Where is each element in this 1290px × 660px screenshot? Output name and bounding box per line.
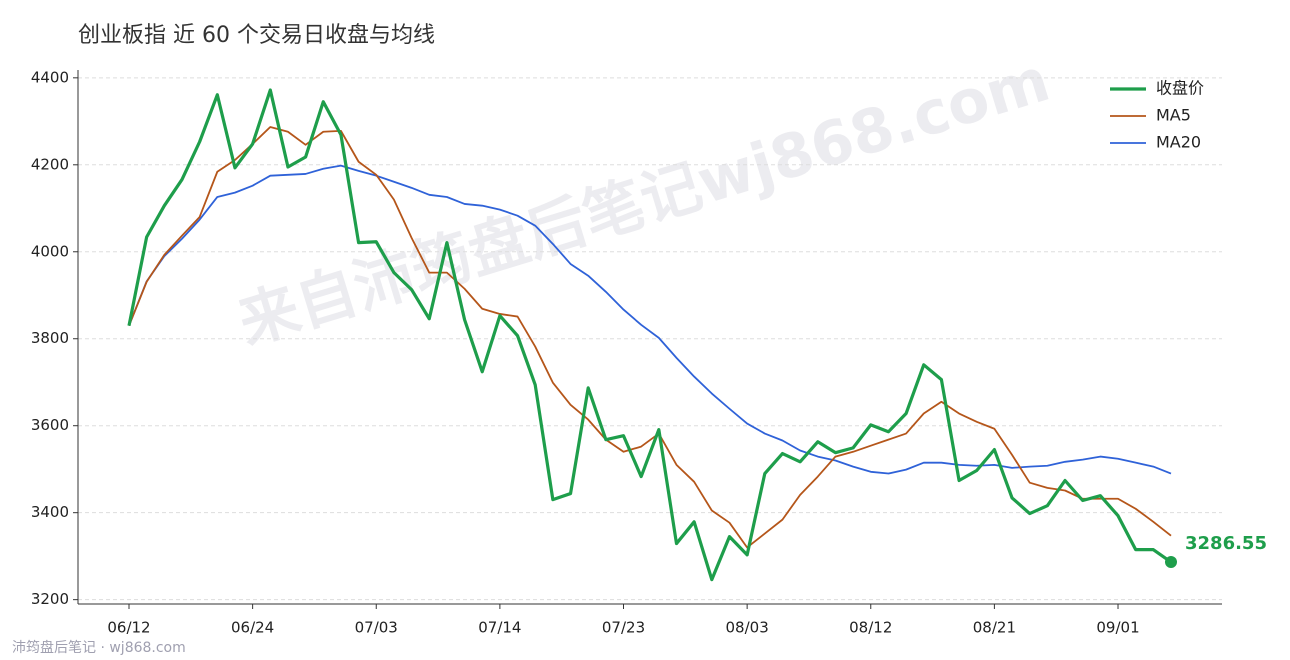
x-tick-label: 07/14 — [478, 619, 521, 637]
legend-label: MA5 — [1156, 106, 1191, 125]
footer-source: 沛筠盘后笔记 · wj868.com — [12, 639, 186, 656]
y-tick-label: 3600 — [31, 416, 69, 434]
legend-label: MA20 — [1156, 133, 1201, 152]
last-value-label: 3286.55 — [1185, 533, 1267, 554]
x-tick-label: 07/23 — [602, 619, 645, 637]
y-tick-label: 4400 — [31, 68, 69, 86]
x-tick-label: 06/12 — [107, 619, 150, 637]
chart-title: 创业板指 近 60 个交易日收盘与均线 — [78, 23, 435, 48]
x-tick-label: 09/01 — [1096, 619, 1139, 637]
legend-label: 收盘价 — [1156, 79, 1204, 98]
x-tick-label: 07/03 — [355, 619, 398, 637]
y-tick-label: 4000 — [31, 242, 69, 260]
series-line — [127, 88, 1172, 582]
y-tick-label: 3800 — [31, 329, 69, 347]
x-tick-label: 08/03 — [726, 619, 769, 637]
y-tick-label: 3200 — [31, 590, 69, 608]
y-tick-label: 3400 — [31, 503, 69, 521]
x-tick-label: 08/21 — [973, 619, 1016, 637]
x-tick-label: 08/12 — [849, 619, 892, 637]
series-line — [128, 126, 1172, 549]
last-point — [1165, 556, 1177, 569]
y-tick-label: 4200 — [31, 155, 69, 173]
series-line — [128, 164, 1172, 475]
x-tick-label: 06/24 — [231, 619, 274, 637]
